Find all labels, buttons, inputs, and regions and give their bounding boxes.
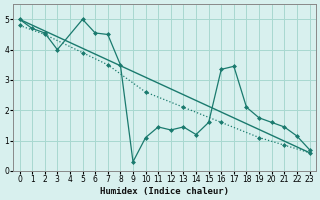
X-axis label: Humidex (Indice chaleur): Humidex (Indice chaleur) bbox=[100, 187, 229, 196]
